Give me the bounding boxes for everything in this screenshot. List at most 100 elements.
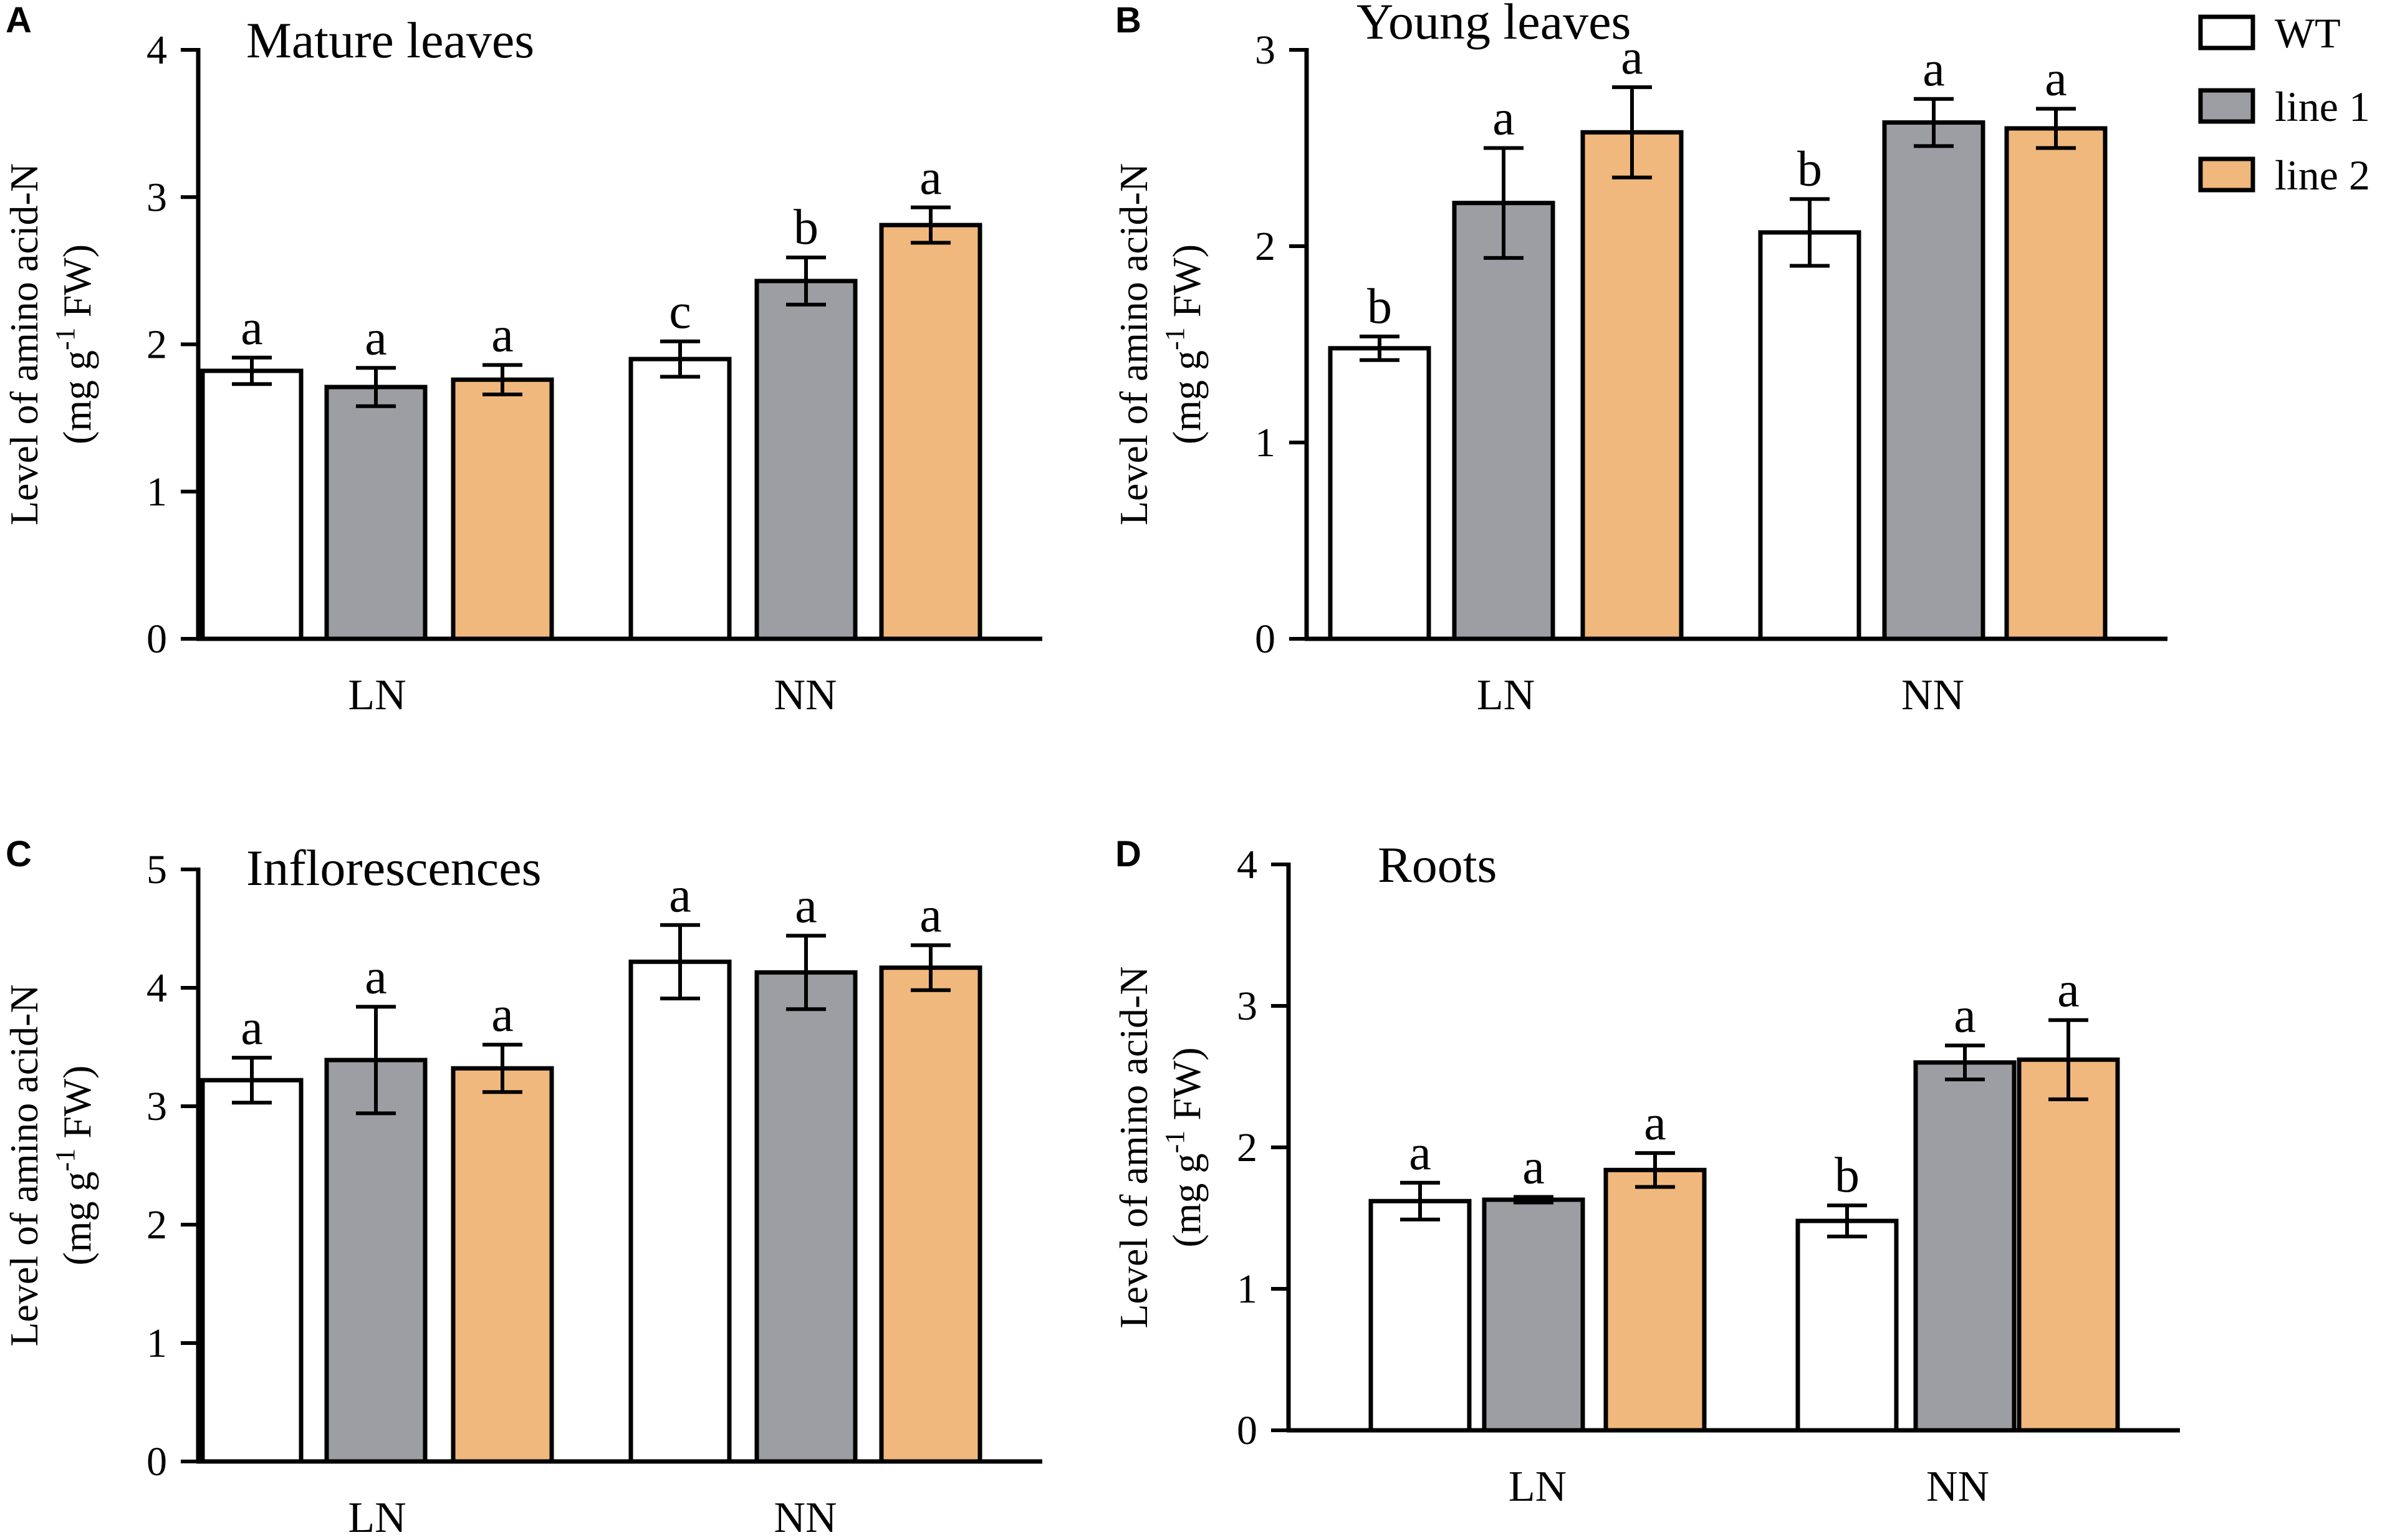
bar [879, 222, 982, 641]
y-axis-unit-superscript: -1 [50, 327, 80, 350]
significance-letter: a [1409, 1126, 1431, 1180]
y-axis-label: Level of amino acid-N (mg g-1 FW) [1111, 966, 1209, 1328]
x-category-label: NN [774, 671, 837, 719]
panel-d: D Roots Level of amino acid-N (mg g-1 FW) 0 1… [1111, 834, 2180, 1511]
bar [451, 1066, 554, 1464]
bar [1758, 230, 1861, 641]
significance-letter: a [1492, 91, 1515, 146]
bar [1913, 1060, 2017, 1433]
significance-letter: c [669, 284, 691, 339]
y-tick-label: 3 [1255, 27, 1275, 73]
x-category-label: NN [774, 1494, 837, 1540]
x-category-label: LN [1509, 1463, 1567, 1511]
y-axis-unit-text: FW) [55, 244, 99, 327]
y-axis-label-line1: Level of amino acid-N [1111, 163, 1156, 525]
y-axis-label-line1: Level of amino acid-N [2, 984, 46, 1346]
bar [1795, 1218, 1899, 1433]
panel-c: C Inflorescences Level of amino acid-N (mg … [2, 834, 1042, 1540]
significance-letter: a [669, 868, 691, 922]
significance-letter: a [1954, 988, 1976, 1043]
y-tick-label: 4 [146, 27, 167, 73]
y-axis-label-line1: Level of amino acid-N [2, 163, 46, 525]
y-tick-label: 1 [146, 1321, 167, 1366]
panel-label: C [6, 834, 32, 874]
y-tick-label: 4 [1237, 842, 1257, 887]
y-tick-label: 3 [1237, 983, 1257, 1029]
y-axis-unit-text: (mg g [55, 1171, 99, 1265]
significance-letter: a [919, 888, 942, 943]
significance-letter: a [365, 310, 387, 365]
y-tick-label: 4 [146, 965, 167, 1011]
y-axis-unit-superscript: -1 [1159, 327, 1190, 350]
y-tick-label: 1 [146, 469, 167, 515]
chart-title: Roots [1378, 836, 1497, 893]
bar [2017, 1057, 2120, 1433]
y-tick-label: 0 [1255, 616, 1275, 662]
significance-letter: a [241, 300, 263, 355]
significance-letter: b [1797, 141, 1822, 196]
significance-letter: a [491, 308, 514, 363]
significance-letter: a [241, 1000, 263, 1055]
y-axis-label: Level of amino acid-N (mg g-1 FW) [2, 984, 99, 1346]
significance-letter: a [1922, 42, 1945, 97]
y-axis-label-line1: Level of amino acid-N [1111, 966, 1156, 1328]
bar [324, 385, 428, 641]
y-axis-unit-text: FW) [1164, 1047, 1209, 1130]
bar [1580, 130, 1684, 641]
y-tick-label: 5 [146, 847, 167, 892]
y-tick-label: 0 [146, 1439, 167, 1485]
chart-legend: WT line 1 line 2 [2198, 9, 2370, 199]
significance-letter: a [2057, 963, 2080, 1018]
y-axis-label: Level of amino acid-N (mg g-1 FW) [2, 163, 99, 525]
y-axis-label-line2: (mg g-1 FW) [50, 1065, 99, 1265]
bar [1603, 1167, 1707, 1433]
y-tick-label: 2 [1237, 1125, 1257, 1170]
chart-title: Inflorescences [246, 839, 542, 896]
significance-letter: a [1522, 1139, 1545, 1194]
bar [324, 1058, 428, 1464]
y-axis-label-line2: (mg g-1 FW) [1159, 244, 1209, 444]
y-axis-unit-text: (mg g [1164, 1153, 1209, 1247]
y-axis-label-line2: (mg g-1 FW) [50, 244, 99, 444]
x-category-label: LN [348, 1494, 406, 1540]
significance-letter: a [1644, 1096, 1666, 1150]
bar [1882, 120, 1985, 641]
panel-label: B [1115, 0, 1141, 41]
legend-swatch [2198, 14, 2255, 50]
bar [1328, 346, 1431, 641]
bar [754, 970, 858, 1464]
significance-letter: a [2045, 52, 2067, 107]
significance-letter: a [795, 878, 817, 933]
y-axis-unit-superscript: -1 [1159, 1131, 1190, 1154]
chart-title: Young leaves [1356, 0, 1631, 50]
significance-letter: a [365, 949, 387, 1004]
panel-b: B Young leaves Level of amino acid-N (mg g-… [1111, 0, 2167, 719]
bar [1368, 1198, 1472, 1433]
x-category-label: NN [1901, 671, 1964, 719]
y-axis-label: Level of amino acid-N (mg g-1 FW) [1111, 163, 1209, 525]
panel-label: D [1115, 834, 1141, 874]
bar [200, 368, 304, 641]
legend-swatch [2198, 88, 2255, 124]
bar [451, 377, 554, 641]
significance-letter: b [794, 200, 818, 255]
bar [1452, 201, 1555, 641]
y-axis-unit-text: (mg g [55, 350, 99, 444]
significance-letter: a [491, 987, 514, 1042]
bar [2004, 126, 2108, 641]
y-axis-label-line2: (mg g-1 FW) [1159, 1047, 1209, 1247]
x-category-label: NN [1926, 1463, 1989, 1511]
y-tick-label: 2 [146, 322, 167, 368]
panel-a: A Mature leaves Level of amino acid-N (mg g… [2, 0, 1042, 719]
legend-label: line 2 [2275, 151, 2370, 199]
significance-letter: a [919, 150, 942, 205]
legend-label: line 1 [2275, 83, 2370, 130]
y-tick-label: 2 [146, 1202, 167, 1248]
y-tick-label: 3 [146, 1084, 167, 1129]
significance-letter: b [1367, 279, 1392, 334]
bar [1482, 1197, 1585, 1433]
y-tick-label: 1 [1237, 1266, 1257, 1312]
y-axis-unit-text: FW) [55, 1065, 99, 1148]
